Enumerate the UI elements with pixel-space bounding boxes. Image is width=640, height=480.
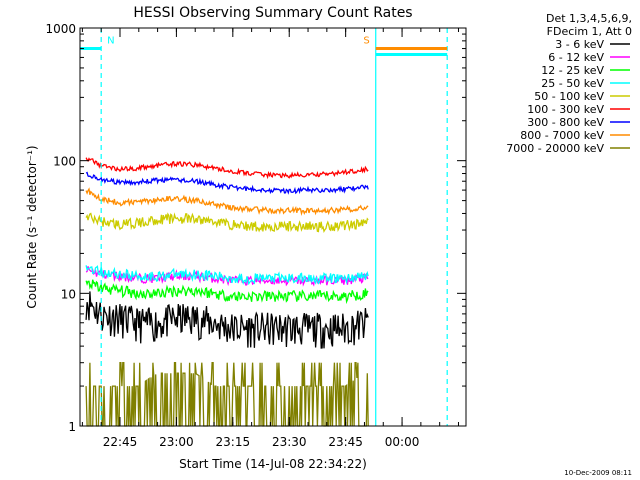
legend-label: 7000 - 20000 keV bbox=[506, 142, 604, 155]
y-tick-label: 10 bbox=[61, 287, 76, 301]
y-axis: 1 10 100 1000 bbox=[45, 22, 466, 434]
x-tick-label: 00:00 bbox=[385, 435, 420, 449]
x-axis-label: Start Time (14-Jul-08 22:34:22) bbox=[179, 457, 367, 471]
x-tick-label: 22:45 bbox=[103, 435, 138, 449]
legend-label: 50 - 100 keV bbox=[534, 90, 604, 103]
legend-label: 100 - 300 keV bbox=[527, 103, 604, 116]
legend-label: 25 - 50 keV bbox=[541, 77, 604, 90]
curves-layer bbox=[85, 157, 369, 427]
plot-timestamp: 10-Dec-2009 08:11 bbox=[564, 469, 632, 477]
legend-header: Det 1,3,4,5,6,9, bbox=[546, 12, 632, 25]
legend-header: FDecim 1, Att 0 bbox=[547, 25, 632, 38]
series-line bbox=[85, 187, 369, 216]
legend-label: 12 - 25 keV bbox=[541, 64, 604, 77]
y-tick-label: 1000 bbox=[45, 22, 76, 36]
series-line bbox=[85, 157, 369, 180]
series-line bbox=[85, 171, 369, 195]
x-tick-label: 23:00 bbox=[159, 435, 194, 449]
legend-label: 800 - 7000 keV bbox=[520, 129, 604, 142]
series-line bbox=[85, 212, 369, 234]
legend: Det 1,3,4,5,6,9,FDecim 1, Att 03 - 6 keV… bbox=[506, 12, 632, 155]
legend-label: 3 - 6 keV bbox=[555, 38, 604, 51]
chart-title: HESSI Observing Summary Count Rates bbox=[133, 5, 412, 21]
x-tick-label: 23:15 bbox=[216, 435, 251, 449]
plot-frame bbox=[79, 27, 467, 427]
series-line bbox=[85, 279, 369, 305]
series-line bbox=[85, 265, 369, 286]
x-axis: 22:45 23:00 23:15 23:30 23:45 00:00 bbox=[81, 28, 459, 449]
x-tick-label: 23:30 bbox=[272, 435, 307, 449]
flag-label: S bbox=[363, 36, 369, 47]
x-tick-label: 23:45 bbox=[328, 435, 363, 449]
series-line bbox=[85, 291, 369, 349]
y-tick-label: 1 bbox=[68, 420, 76, 434]
y-tick-label: 100 bbox=[53, 155, 76, 169]
series-line bbox=[85, 362, 369, 427]
y-axis-label: Count Rate (s⁻¹ detector⁻¹) bbox=[25, 145, 39, 308]
legend-label: 300 - 800 keV bbox=[527, 116, 604, 129]
legend-label: 6 - 12 keV bbox=[548, 51, 604, 64]
flag-label: N bbox=[107, 36, 114, 47]
